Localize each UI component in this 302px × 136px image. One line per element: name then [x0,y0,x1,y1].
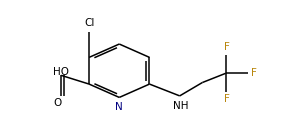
Text: NH: NH [173,101,188,111]
Text: F: F [224,42,230,52]
Text: O: O [53,98,62,108]
Text: N: N [115,102,123,112]
Text: HO: HO [53,67,69,77]
Text: F: F [251,68,257,78]
Text: F: F [224,94,230,104]
Text: Cl: Cl [84,18,94,28]
